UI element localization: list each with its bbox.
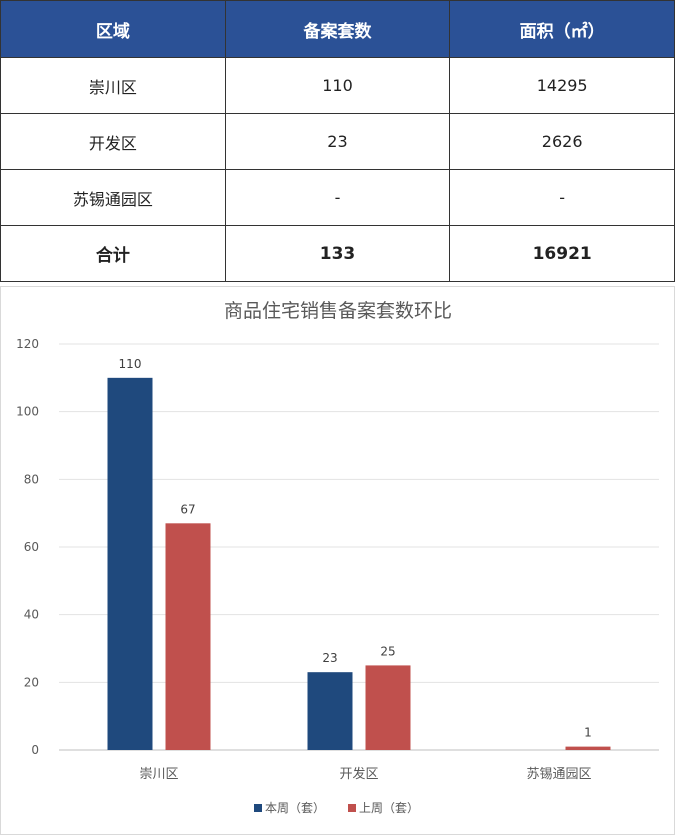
cell-area: 2626 <box>449 113 675 170</box>
legend-swatch <box>254 804 262 812</box>
table-total-row: 合计 133 16921 <box>0 225 675 282</box>
total-label: 合计 <box>0 225 226 282</box>
cell-region: 苏锡通园区 <box>0 169 226 226</box>
data-label: 23 <box>322 651 337 665</box>
y-tick-label: 100 <box>16 405 39 419</box>
table-header-row: 区域 备案套数 面积（㎡） <box>0 0 675 58</box>
data-label: 1 <box>584 726 592 740</box>
x-tick-label: 崇川区 <box>139 767 178 782</box>
total-count: 133 <box>224 225 451 282</box>
bar <box>565 746 611 750</box>
bar <box>165 523 211 750</box>
bar-chart-svg: 商品住宅销售备案套数环比 0 20 40 60 80 100 120 110 67 崇川区 23 2… <box>16 300 659 815</box>
data-label: 110 <box>119 357 142 371</box>
legend-label: 上周（套） <box>359 801 419 815</box>
header-region: 区域 <box>0 0 226 58</box>
bar <box>307 672 353 750</box>
cell-count: 110 <box>224 57 451 114</box>
summary-table: 区域 备案套数 面积（㎡） 崇川区 110 14295 开发区 23 2626 … <box>0 0 675 282</box>
chart-title: 商品住宅销售备案套数环比 <box>224 300 452 322</box>
y-tick-label: 80 <box>24 472 39 486</box>
bar <box>365 665 411 750</box>
cell-count: 23 <box>224 113 451 170</box>
x-tick-label: 苏锡通园区 <box>526 766 591 782</box>
legend-label: 本周（套） <box>265 801 325 815</box>
cell-area: - <box>449 169 675 226</box>
cell-count: - <box>224 169 451 226</box>
bar <box>107 377 153 750</box>
table-row: 苏锡通园区 - - <box>0 169 675 226</box>
y-tick-label: 60 <box>24 540 39 554</box>
total-area: 16921 <box>449 225 675 282</box>
data-label: 67 <box>180 502 195 516</box>
header-count: 备案套数 <box>224 0 451 58</box>
y-tick-label: 20 <box>24 675 39 689</box>
bar-chart: 商品住宅销售备案套数环比 0 20 40 60 80 100 120 110 67 崇川区 23 2… <box>0 286 675 835</box>
header-area: 面积（㎡） <box>449 0 675 58</box>
legend-swatch <box>348 804 356 812</box>
y-tick-label: 120 <box>16 337 39 351</box>
cell-area: 14295 <box>449 57 675 114</box>
cell-region: 开发区 <box>0 113 226 170</box>
table-row: 开发区 23 2626 <box>0 113 675 170</box>
y-tick-label: 0 <box>31 743 39 757</box>
data-label: 25 <box>380 644 395 658</box>
cell-region: 崇川区 <box>0 57 226 114</box>
x-tick-label: 开发区 <box>339 766 378 782</box>
table-row: 崇川区 110 14295 <box>0 57 675 114</box>
y-tick-label: 40 <box>24 608 39 622</box>
